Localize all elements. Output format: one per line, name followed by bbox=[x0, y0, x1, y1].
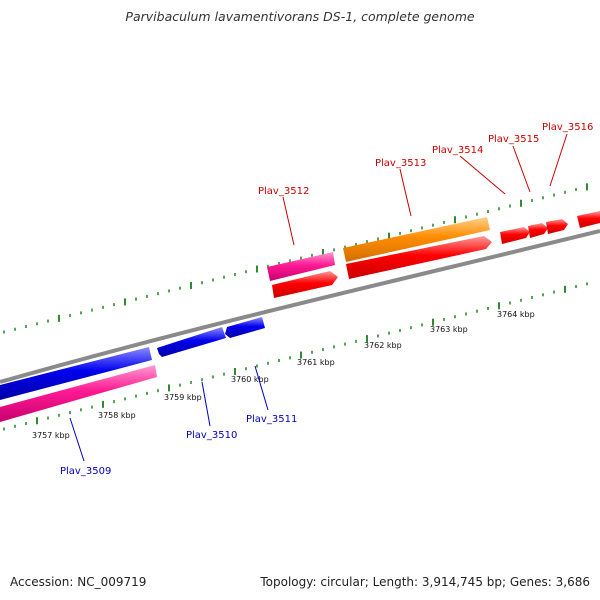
scale-label: 3760 kbp bbox=[231, 375, 269, 384]
top-tick-row bbox=[3, 183, 588, 334]
topology-text: Topology: circular; Length: 3,914,745 bp… bbox=[260, 575, 590, 589]
scale-label: 3762 kbp bbox=[364, 341, 402, 350]
reverse-gene-labels bbox=[69, 365, 269, 462]
gene-feature-red-forward bbox=[272, 271, 338, 298]
gene-feature-red-forward bbox=[577, 211, 600, 228]
gene-feature-red-forward bbox=[528, 223, 548, 238]
bottom-tick-row bbox=[3, 282, 588, 431]
gene-label-plav-3510: Plav_3510 bbox=[186, 430, 237, 441]
gene-feature-red-forward bbox=[500, 227, 530, 244]
map-title: Parvibaculum lavamentivorans DS-1, compl… bbox=[125, 9, 475, 24]
gene-feature-pink-forward bbox=[267, 252, 335, 281]
genome-backbone bbox=[0, 229, 600, 384]
scale-label: 3757 kbp bbox=[32, 431, 70, 440]
gene-feature-blue-reverse bbox=[225, 317, 265, 338]
accession-text: Accession: NC_009719 bbox=[10, 575, 147, 589]
leader-line bbox=[69, 417, 85, 462]
gene-feature-blue-reverse bbox=[0, 347, 152, 400]
leader-line bbox=[399, 168, 412, 217]
scale-label: 3761 kbp bbox=[297, 358, 335, 367]
leader-line bbox=[512, 145, 531, 193]
gene-feature-red-forward bbox=[546, 219, 568, 234]
gene-label-plav-3514: Plav_3514 bbox=[432, 145, 483, 156]
scale-label: 3758 kbp bbox=[98, 411, 136, 420]
scale-labels: 3757 kbp 3758 kbp 3759 kbp 3760 kbp 3761… bbox=[32, 310, 535, 440]
gene-label-plav-3511: Plav_3511 bbox=[246, 414, 297, 425]
gene-label-plav-3512: Plav_3512 bbox=[258, 186, 309, 197]
gene-feature-pink-reverse bbox=[0, 365, 157, 422]
gene-label-plav-3516: Plav_3516 bbox=[542, 122, 593, 133]
gene-label-plav-3513: Plav_3513 bbox=[375, 158, 426, 169]
gene-feature-red-forward bbox=[346, 236, 492, 279]
gene-label-plav-3515: Plav_3515 bbox=[488, 134, 539, 145]
scale-label: 3759 kbp bbox=[164, 393, 202, 402]
gene-feature-orange-forward bbox=[343, 217, 490, 262]
gene-feature-blue-reverse bbox=[157, 327, 226, 357]
leader-line bbox=[282, 196, 295, 246]
leader-line bbox=[549, 133, 568, 187]
scale-label: 3763 kbp bbox=[430, 325, 468, 334]
leader-line bbox=[459, 155, 506, 195]
gene-label-plav-3509: Plav_3509 bbox=[60, 466, 111, 477]
forward-gene-labels bbox=[282, 133, 568, 246]
gene-features bbox=[0, 211, 600, 422]
leader-line bbox=[201, 381, 211, 427]
scale-label: 3764 kbp bbox=[497, 310, 535, 319]
leader-line bbox=[254, 365, 269, 411]
